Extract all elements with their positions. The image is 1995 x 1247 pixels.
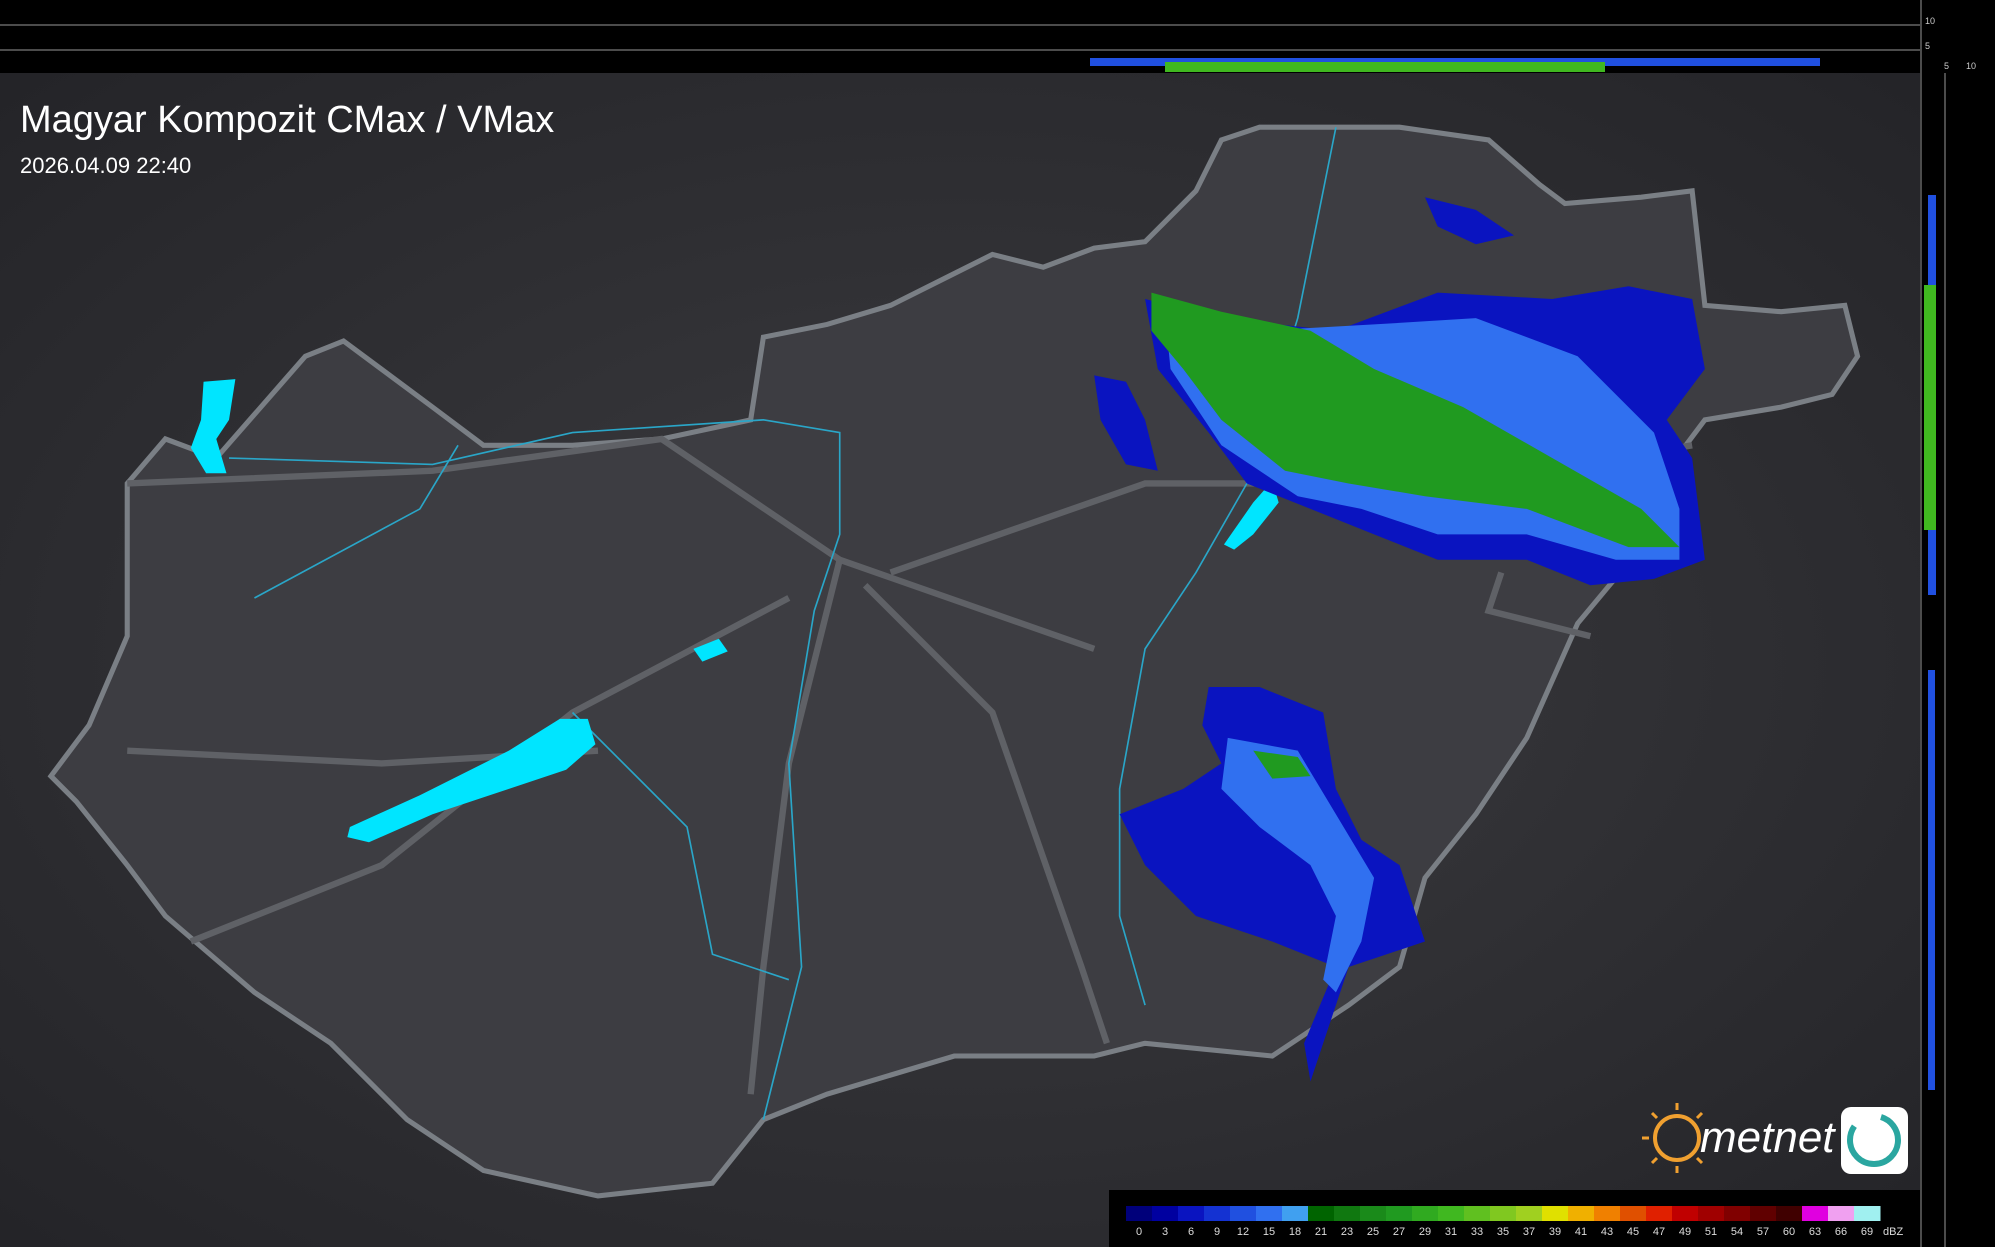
legend-tick: 35 <box>1497 1226 1509 1238</box>
legend-swatch <box>1516 1206 1543 1221</box>
lakes <box>190 379 1279 843</box>
profile-echo <box>1165 62 1605 72</box>
profile-label: 5 <box>1944 61 1949 71</box>
profile-label: 10 <box>1925 16 1935 26</box>
legend-swatch <box>1828 1206 1855 1221</box>
legend-swatch <box>1490 1206 1517 1221</box>
legend-swatch <box>1256 1206 1283 1221</box>
legend-swatch <box>1126 1206 1153 1221</box>
logo-sun <box>1653 1114 1701 1162</box>
legend-swatch <box>1204 1206 1231 1221</box>
legend-tick: 21 <box>1315 1226 1327 1238</box>
legend-tick: 41 <box>1575 1226 1587 1238</box>
legend-tick: 27 <box>1393 1226 1405 1238</box>
legend-tick: 51 <box>1705 1226 1717 1238</box>
legend-tick: 49 <box>1679 1226 1691 1238</box>
profile-label: 5 <box>1925 41 1930 51</box>
legend-swatch <box>1542 1206 1569 1221</box>
legend-swatch <box>1724 1206 1751 1221</box>
legend-swatch <box>1854 1206 1881 1221</box>
legend-swatch <box>1802 1206 1829 1221</box>
legend-swatch <box>1464 1206 1491 1221</box>
legend-tick: 63 <box>1809 1226 1821 1238</box>
logo-rays <box>1642 1103 1704 1173</box>
profile-echo <box>1924 285 1936 530</box>
legend-swatch <box>1360 1206 1387 1221</box>
legend-tick: 12 <box>1237 1226 1249 1238</box>
legend-tick: 0 <box>1136 1226 1142 1238</box>
legend-swatch <box>1438 1206 1465 1221</box>
legend-tick: 66 <box>1835 1226 1847 1238</box>
legend-tick: 45 <box>1627 1226 1639 1238</box>
legend-swatch <box>1698 1206 1725 1221</box>
logo-swirl <box>1847 1113 1901 1167</box>
legend-swatch <box>1568 1206 1595 1221</box>
legend-swatch <box>1646 1206 1673 1221</box>
legend-swatch <box>1308 1206 1335 1221</box>
map <box>47 124 1861 1199</box>
radar-echoes <box>1094 197 1705 1082</box>
legend-swatch <box>1412 1206 1439 1221</box>
logo: metnet <box>1642 1103 1908 1174</box>
profile-echo <box>1928 670 1935 1090</box>
legend-unit: dBZ <box>1883 1226 1903 1238</box>
legend-tick: 47 <box>1653 1226 1665 1238</box>
legend-tick: 54 <box>1731 1226 1743 1238</box>
timestamp: 2026.04.09 22:40 <box>20 153 191 178</box>
title: Magyar Kompozit CMax / VMax <box>20 99 554 141</box>
legend-tick: 31 <box>1445 1226 1457 1238</box>
legend-swatch <box>1178 1206 1205 1221</box>
legend-swatch <box>1776 1206 1803 1221</box>
legend-swatch <box>1230 1206 1257 1221</box>
legend-swatch <box>1334 1206 1361 1221</box>
legend-tick: 18 <box>1289 1226 1301 1238</box>
profile-label: 10 <box>1966 61 1976 71</box>
legend-tick: 39 <box>1549 1226 1561 1238</box>
legend-tick: 33 <box>1471 1226 1483 1238</box>
logo-text: metnet <box>1700 1113 1836 1162</box>
legend-swatch <box>1152 1206 1179 1221</box>
legend-tick: 69 <box>1861 1226 1873 1238</box>
legend-swatch <box>1672 1206 1699 1221</box>
legend-tick: 3 <box>1162 1226 1168 1238</box>
legend-tick: 23 <box>1341 1226 1353 1238</box>
legend-tick: 9 <box>1214 1226 1220 1238</box>
legend-tick: 60 <box>1783 1226 1795 1238</box>
legend-tick: 6 <box>1188 1226 1194 1238</box>
legend-tick: 37 <box>1523 1226 1535 1238</box>
legend-tick: 15 <box>1263 1226 1275 1238</box>
legend-tick: 25 <box>1367 1226 1379 1238</box>
legend-swatch <box>1620 1206 1647 1221</box>
legend-tick: 43 <box>1601 1226 1613 1238</box>
legend-tick: 29 <box>1419 1226 1431 1238</box>
legend-swatch <box>1282 1206 1309 1221</box>
legend-tick: 57 <box>1757 1226 1769 1238</box>
legend-swatch <box>1386 1206 1413 1221</box>
legend-swatch <box>1594 1206 1621 1221</box>
legend-swatch <box>1750 1206 1777 1221</box>
legend: 0 3 6 9 12 15 18 21 23 25 27 29 31 33 35 37 39 41 43 45 47 49… <box>1126 1206 1903 1238</box>
